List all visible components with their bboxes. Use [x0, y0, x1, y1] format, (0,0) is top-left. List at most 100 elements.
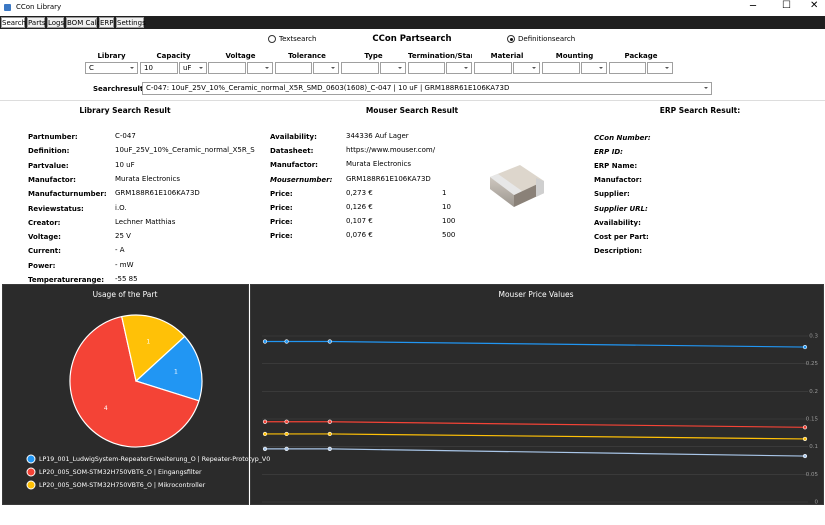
separator: [0, 100, 825, 101]
filter-dropdown[interactable]: [647, 62, 673, 74]
y-tick-label: 0.1: [809, 444, 818, 450]
close-button[interactable]: ✕: [810, 0, 819, 11]
filter-label: Termination/Standa: [408, 52, 472, 60]
minimize-button[interactable]: ─: [750, 1, 757, 12]
pie-slice: [120, 314, 186, 383]
field-value: 344336 Auf Lager: [346, 132, 409, 140]
field-value: -55 85: [115, 275, 138, 283]
field-label: CCon Number:: [594, 134, 651, 142]
filter-label: Package: [624, 52, 658, 60]
field-value: 10 uF: [115, 160, 135, 169]
filter-dropdown[interactable]: [313, 62, 339, 74]
price-point: [327, 431, 332, 437]
field-value: i.O.: [115, 203, 127, 212]
field-label: Availability:: [594, 218, 641, 227]
field-label: Power:: [28, 261, 56, 270]
radio-button[interactable]: [507, 35, 515, 43]
tab[interactable]: ERP: [99, 17, 114, 28]
field-label: Creator:: [28, 218, 61, 227]
legend-label: LP20_005_SOM-STM32H750VBT6_O | Mikrocont…: [39, 482, 206, 489]
tab[interactable]: Logs: [47, 17, 65, 28]
legend-marker: [26, 467, 36, 477]
field-label: Manufactor:: [270, 161, 318, 170]
field-quantity: 10: [442, 203, 451, 211]
filter-dropdown[interactable]: [581, 62, 607, 74]
filter-input[interactable]: [474, 62, 512, 74]
app-icon: [4, 4, 11, 11]
field-label: Mousernumber:: [270, 175, 333, 184]
field-label: Manufacturnumber:: [28, 190, 107, 199]
maximize-button[interactable]: ☐: [782, 0, 791, 11]
filter-label: Type: [364, 52, 383, 60]
legend-label: LP19_001_LudwigSystem-RepeaterErweiterun…: [39, 456, 270, 463]
filter-unit[interactable]: uF: [179, 62, 207, 74]
searchresults-dropdown[interactable]: C-047: 10uF_25V_10%_Ceramic_normal_X5R_S…: [142, 82, 712, 95]
field-label: Description:: [594, 246, 643, 255]
price-point: [262, 419, 268, 424]
price-line: [265, 448, 806, 457]
filter-label: Capacity: [156, 52, 191, 60]
field-value: https://www.mouser.com/: [346, 146, 436, 155]
field-label: Temperaturerange:: [28, 276, 105, 284]
window-title: CCon Library: [16, 3, 62, 11]
filter-label: Tolerance: [288, 52, 326, 60]
y-tick-label: 0: [815, 500, 819, 506]
filter-label: Material: [490, 52, 524, 60]
part-image: [490, 165, 544, 207]
price-line: [265, 421, 806, 428]
filter-dropdown[interactable]: [513, 62, 540, 74]
section-title: Library Search Result: [79, 106, 171, 115]
field-label: Partvalue:: [28, 161, 69, 170]
chart-title: Mouser Price Values: [499, 290, 574, 299]
slice-label: 1: [146, 338, 150, 345]
filter-dropdown[interactable]: [247, 62, 273, 74]
filter-input[interactable]: [408, 62, 445, 74]
search-title: CCon Partsearch: [372, 34, 452, 44]
tab[interactable]: Settings: [116, 17, 146, 28]
y-tick-label: 0.25: [806, 361, 819, 367]
filter-dropdown[interactable]: C: [85, 62, 138, 74]
radio-button[interactable]: [268, 35, 276, 43]
field-value: 10uF_25V_10%_Ceramic_normal_X5R_S: [115, 146, 255, 155]
field-value: - A: [115, 246, 125, 255]
price-line: [265, 340, 806, 348]
chart-title: Usage of the Part: [93, 290, 158, 299]
filter-input[interactable]: [275, 62, 312, 74]
field-label: Voltage:: [28, 233, 61, 242]
field-label: Supplier:: [594, 190, 630, 199]
tab[interactable]: BOM Calc: [66, 17, 101, 28]
tab[interactable]: Parts: [27, 17, 46, 28]
field-value: 0,107 €: [346, 217, 373, 226]
legend-marker: [26, 480, 36, 490]
price-point: [284, 339, 289, 344]
slice-label: 1: [174, 369, 178, 376]
price-point: [284, 446, 289, 451]
pie-slice: [134, 335, 203, 402]
filter-dropdown[interactable]: [380, 62, 406, 74]
field-quantity: 500: [442, 231, 456, 240]
tab[interactable]: Search: [1, 17, 27, 28]
field-value: Murata Electronics: [346, 160, 412, 169]
filter-input[interactable]: 10: [140, 62, 178, 74]
radio-dot: [509, 37, 513, 41]
field-label: Cost per Part:: [594, 232, 649, 241]
field-value: 25 V: [115, 232, 131, 241]
search-panel: Textsearch Definitionsearch CCon Partsearc…: [0, 29, 825, 284]
field-label: Supplier URL:: [594, 204, 648, 213]
pie-slice: [69, 315, 200, 448]
filter-input[interactable]: [542, 62, 580, 74]
filter-dropdown[interactable]: [446, 62, 472, 74]
field-label: Definition:: [28, 147, 70, 156]
legend-marker: [26, 454, 36, 464]
filter-input[interactable]: [341, 62, 379, 74]
field-label: Current:: [28, 247, 61, 256]
filter-label: Library: [97, 52, 126, 60]
y-tick-label: 0.15: [806, 417, 819, 423]
filter-input[interactable]: [208, 62, 246, 74]
price-point: [802, 453, 808, 459]
filter-input[interactable]: [609, 62, 646, 74]
field-label: Partnumber:: [28, 133, 78, 141]
field-value: - mW: [115, 260, 134, 269]
